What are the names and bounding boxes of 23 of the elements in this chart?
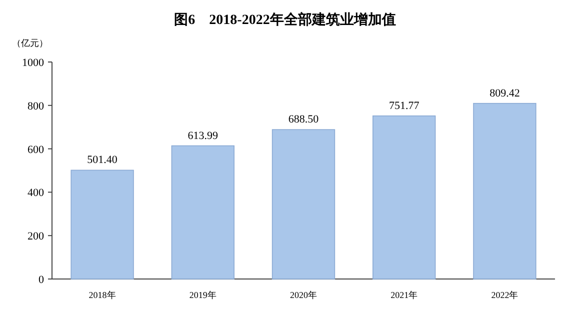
bar — [70, 170, 134, 280]
bar — [473, 102, 536, 280]
x-tick-label: 2018年 — [88, 290, 116, 300]
y-tick-label: 0 — [38, 274, 44, 286]
data-label: 501.40 — [87, 154, 118, 166]
data-label: 688.50 — [288, 114, 320, 126]
data-label: 751.77 — [388, 100, 420, 112]
bar — [272, 129, 336, 280]
y-tick-label: 1000 — [22, 57, 44, 69]
bar — [171, 145, 234, 280]
y-tick-label: 200 — [28, 230, 44, 243]
data-label: 613.99 — [188, 130, 219, 142]
x-tick-label: 2021年 — [390, 290, 418, 300]
x-tick-label: 2022年 — [491, 290, 518, 300]
y-axis-title: （亿元） — [12, 38, 48, 48]
y-tick-label: 400 — [28, 187, 44, 200]
data-label: 809.42 — [490, 87, 520, 100]
y-tick-label: 600 — [28, 144, 44, 156]
x-tick-label: 2019年 — [189, 290, 216, 300]
y-tick-label: 800 — [28, 100, 44, 112]
chart-title: 图6 2018-2022年全部建筑业增加值 — [174, 11, 396, 28]
bar — [372, 115, 436, 280]
x-tick-label: 2020年 — [290, 290, 317, 300]
